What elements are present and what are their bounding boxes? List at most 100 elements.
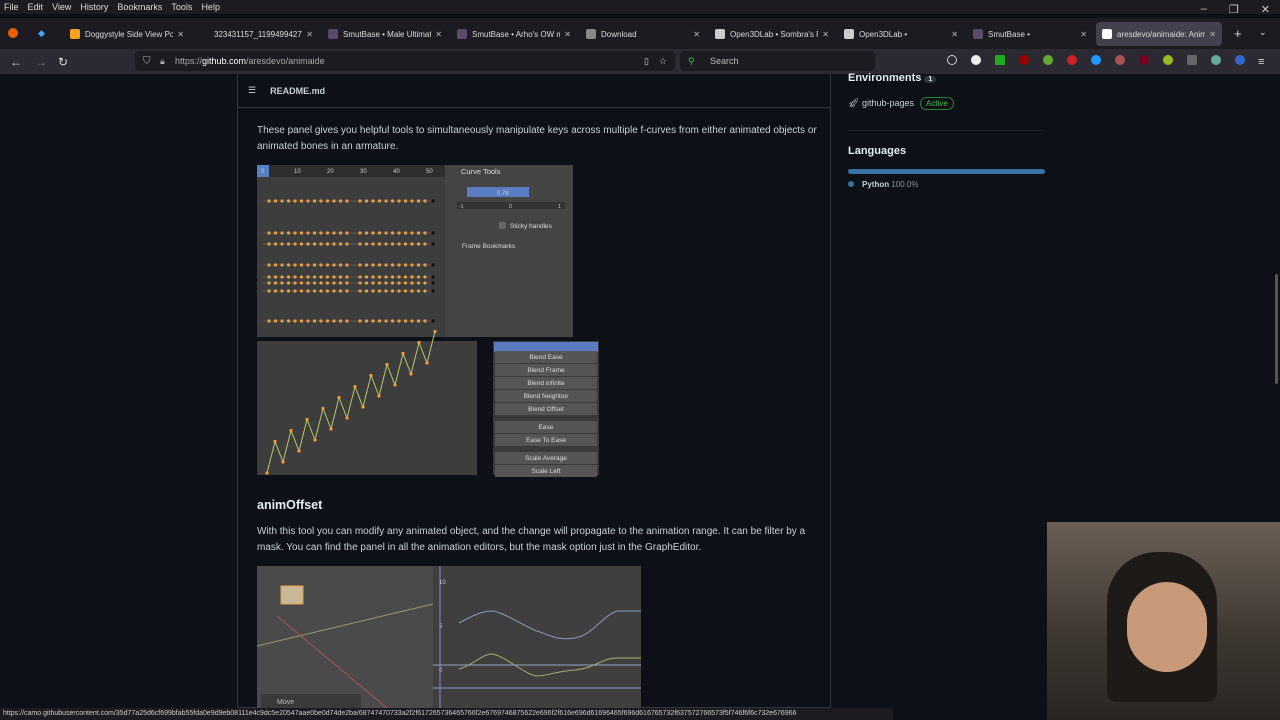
menu-item[interactable]: Ease: [539, 424, 554, 431]
scrollbar[interactable]: [1275, 274, 1278, 384]
keyframe: [299, 242, 304, 246]
menu-edit[interactable]: Edit: [27, 2, 44, 12]
list-tabs-button[interactable]: ⌄: [1259, 27, 1267, 37]
environment-item[interactable]: 🚀︎ github-pages Active: [848, 97, 954, 110]
tab[interactable]: Open3DLab • Sombra's R ✕: [709, 22, 835, 46]
menu-help[interactable]: Help: [201, 2, 220, 12]
extension-icon[interactable]: [1043, 55, 1053, 65]
anim-offset-image: Move 10 5 0: [257, 566, 641, 708]
close-tab-icon[interactable]: ✕: [951, 29, 958, 39]
forward-icon[interactable]: →: [35, 54, 47, 69]
env-name[interactable]: github-pages: [861, 98, 914, 108]
extension-icon[interactable]: [1235, 55, 1245, 65]
language-item[interactable]: Python 100.0%: [848, 180, 918, 189]
pocket-icon[interactable]: [947, 55, 957, 65]
reload-icon[interactable]: ↻: [58, 54, 69, 69]
keyframe-end: [431, 289, 435, 293]
maximize-button[interactable]: ❐: [1228, 3, 1239, 16]
curve-keyframe: [377, 394, 381, 398]
extension-icon[interactable]: [1067, 55, 1077, 65]
keyframe: [403, 242, 408, 246]
menu-item[interactable]: Blend Ease: [529, 354, 563, 361]
new-tab-button[interactable]: +: [1234, 26, 1242, 41]
sticky-checkbox[interactable]: [499, 222, 506, 229]
keyframe: [377, 275, 382, 279]
close-tab-icon[interactable]: ✕: [435, 29, 442, 39]
keyframe: [267, 319, 271, 323]
ruler-tick: 30: [360, 169, 367, 175]
menu-history[interactable]: History: [80, 2, 109, 12]
menu-item[interactable]: Scale Left: [532, 468, 561, 475]
status-badge: Active: [920, 97, 954, 110]
close-tab-icon[interactable]: ✕: [306, 29, 313, 39]
keyframe: [293, 319, 297, 323]
menu-item[interactable]: Blend Offset: [528, 406, 564, 413]
outline-icon[interactable]: ☰: [248, 85, 257, 95]
url-bar[interactable]: ⛉ 🔒︎ https://github.com/aresdevo/animaid…: [135, 51, 675, 71]
menu-item[interactable]: Blend Frame: [527, 367, 565, 374]
extension-icon[interactable]: [1139, 55, 1149, 65]
webcam-overlay: [1047, 522, 1280, 720]
menu-item[interactable]: Blend Neighbor: [524, 393, 570, 400]
tab[interactable]: 323431157_11994994276382 ✕: [193, 22, 319, 46]
keyframe-end: [431, 263, 435, 267]
tab[interactable]: Download ✕: [580, 22, 706, 46]
curve-keyframe: [361, 405, 365, 409]
keyframe: [423, 199, 427, 203]
tab[interactable]: aresdevo/animaide: Anim ✕: [1096, 22, 1222, 46]
curve-keyframe: [265, 471, 269, 475]
tab-favicon-icon: [1102, 29, 1112, 39]
keyframe: [267, 231, 271, 235]
close-tab-icon[interactable]: ✕: [693, 29, 700, 39]
close-tab-icon[interactable]: ✕: [1209, 29, 1216, 39]
search-input[interactable]: ⚲ Search: [680, 51, 875, 71]
tab[interactable]: SmutBase • Arho's OW m ✕: [451, 22, 577, 46]
close-tab-icon[interactable]: ✕: [1080, 29, 1087, 39]
extension-s-icon[interactable]: [971, 55, 981, 65]
keyframe: [403, 281, 408, 285]
extension-icon[interactable]: [1187, 55, 1197, 65]
keyframe: [286, 242, 291, 246]
bookmark-star-icon[interactable]: ☆: [658, 55, 667, 66]
menu-view[interactable]: View: [52, 2, 72, 12]
tab[interactable]: Open3DLab • ✕: [838, 22, 964, 46]
hamburger-menu-icon[interactable]: ≡: [1258, 55, 1265, 68]
reader-icon[interactable]: ▯: [644, 55, 649, 66]
readme-header: ☰ README.md: [238, 74, 830, 108]
anim-offset-heading: animOffset: [257, 498, 323, 512]
ublock-icon[interactable]: [1019, 55, 1029, 65]
menu-item[interactable]: Scale Average: [525, 455, 567, 462]
back-icon[interactable]: ←: [10, 54, 22, 69]
keyframe: [345, 289, 349, 293]
pinned-tab-icon[interactable]: ◆: [38, 28, 45, 38]
extension-icon[interactable]: [1163, 55, 1173, 65]
axis-label-5: 5: [439, 624, 443, 630]
keyframe: [286, 231, 291, 235]
close-window-button[interactable]: ✕: [1260, 3, 1270, 16]
menu-item[interactable]: Blend infinite: [527, 380, 565, 387]
keyframe: [306, 231, 310, 235]
extension-check-icon[interactable]: [995, 55, 1005, 65]
close-tab-icon[interactable]: ✕: [822, 29, 829, 39]
ruler-tick: 0: [261, 169, 265, 175]
menu-file[interactable]: File: [4, 2, 19, 12]
tab[interactable]: SmutBase • Male Ultimate ✕: [322, 22, 448, 46]
tab-title: SmutBase • Arho's OW m: [472, 29, 561, 39]
close-tab-icon[interactable]: ✕: [177, 29, 184, 39]
extension-icon[interactable]: [1211, 55, 1221, 65]
close-tab-icon[interactable]: ✕: [564, 29, 571, 39]
extension-icon[interactable]: [1091, 55, 1101, 65]
value-slider[interactable]: [467, 187, 529, 197]
menu-bookmarks[interactable]: Bookmarks: [117, 2, 163, 12]
minimize-button[interactable]: –: [1200, 3, 1207, 15]
keyframe: [384, 275, 388, 279]
keyframe: [273, 263, 278, 267]
extension-icon[interactable]: [1115, 55, 1125, 65]
tab[interactable]: SmutBase • ✕: [967, 22, 1093, 46]
keyframe: [338, 242, 343, 246]
tab[interactable]: Doggystyle Side View Po ✕: [64, 22, 190, 46]
menu-item[interactable]: Ease To Ease: [526, 437, 566, 444]
tab-favicon-icon: [70, 29, 80, 39]
keyframe: [384, 199, 388, 203]
menu-tools[interactable]: Tools: [171, 2, 193, 12]
